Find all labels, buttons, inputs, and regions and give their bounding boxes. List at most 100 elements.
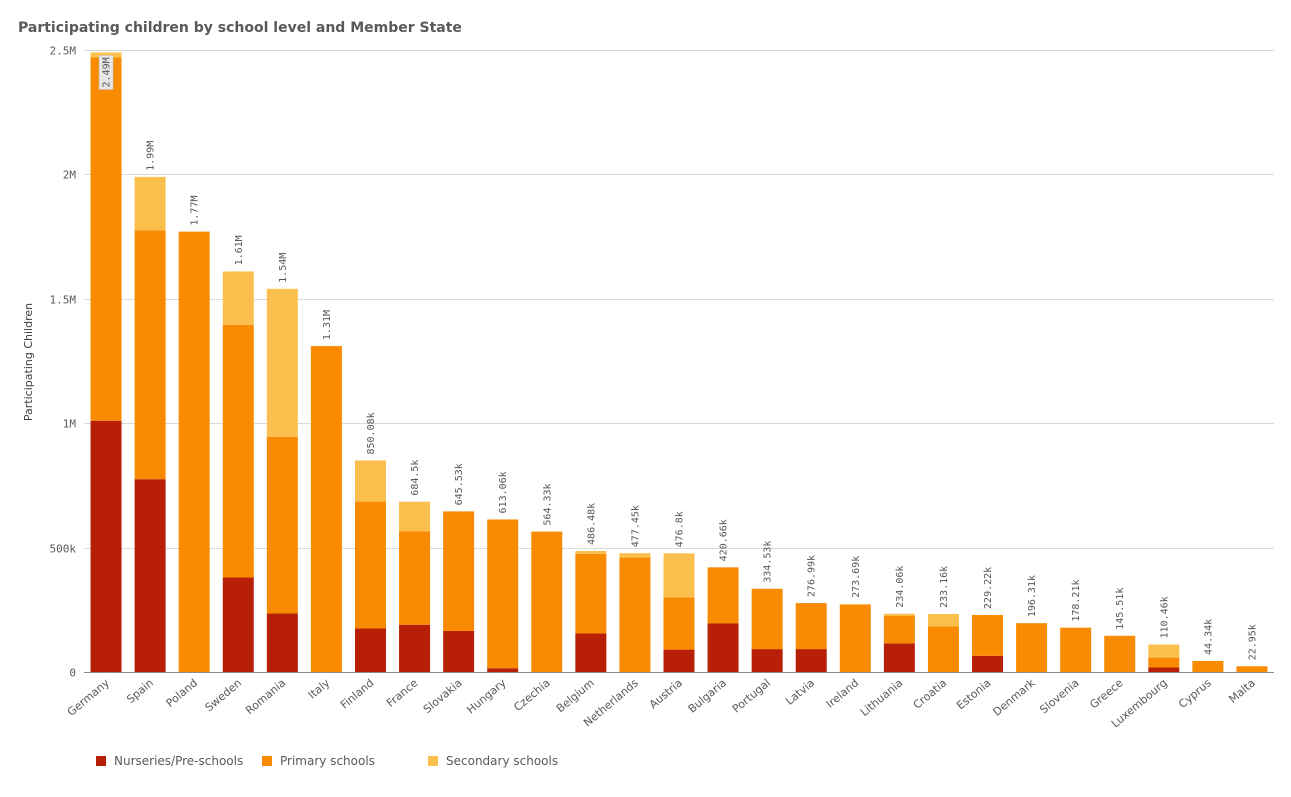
data-label: 1.77M [190, 196, 201, 226]
bar-segment [575, 550, 607, 554]
y-tick-label: 2M [63, 169, 77, 182]
bar-segment [222, 271, 254, 325]
bar-segment [839, 604, 871, 672]
bar-segment [178, 231, 210, 672]
bar-segment [1236, 666, 1268, 672]
data-label: 645.53k [454, 463, 465, 505]
data-label: 196.31k [1027, 575, 1038, 617]
data-label: 850.08k [366, 412, 377, 454]
data-label: 273.69k [851, 556, 862, 598]
x-tick-label: Slovenia [1037, 676, 1081, 716]
bar-segment [531, 531, 563, 672]
legend-swatch [428, 756, 438, 766]
chart-title: Participating children by school level a… [18, 20, 462, 36]
x-tick-label: Finland [338, 676, 376, 711]
bar-segment [1148, 657, 1180, 668]
x-tick-label: Slovakia [421, 676, 465, 716]
bar-segment [619, 557, 651, 672]
data-label: 22.95k [1247, 624, 1258, 660]
bar-segment [222, 577, 254, 672]
data-label: 44.34k [1203, 619, 1214, 655]
bar-segment [707, 623, 739, 672]
data-label: 110.46k [1159, 596, 1170, 638]
bar-segment [134, 176, 166, 231]
x-tick-label: Latvia [783, 676, 817, 707]
data-label: 334.53k [763, 541, 774, 583]
bar-segment [222, 324, 254, 578]
x-tick-label: Malta [1226, 676, 1258, 705]
legend: Nurseries/Pre-schools Primary schools Seco… [96, 754, 568, 768]
x-tick-label: Germany [65, 676, 112, 719]
bar-segment [751, 649, 783, 672]
data-label: 178.21k [1071, 580, 1082, 622]
data-label: 229.22k [983, 567, 994, 609]
bar-segment [927, 626, 959, 672]
data-label-background [98, 55, 114, 90]
x-tick-label: Ireland [824, 676, 862, 710]
legend-label: Nurseries/Pre-schools [114, 754, 244, 768]
legend-item[interactable]: Primary schools [262, 754, 428, 768]
bar-segment [354, 460, 386, 502]
data-label: 477.45k [630, 505, 641, 547]
legend-label: Secondary schools [446, 754, 559, 768]
bar-segment [354, 501, 386, 629]
data-label: 1.31M [322, 310, 333, 340]
bar-segment [707, 567, 739, 624]
data-label: 613.06k [498, 471, 509, 513]
x-tick-label: Italy [306, 676, 333, 702]
data-label: 233.16k [939, 566, 950, 608]
x-tick-label: Belgium [554, 676, 597, 715]
legend-swatch [96, 756, 106, 766]
bars [90, 52, 1268, 672]
bar-segment [883, 613, 915, 617]
x-tick-label: Denmark [990, 676, 1038, 719]
bar-segment [266, 436, 298, 614]
bar-segment [487, 668, 519, 672]
bar-segment [134, 230, 166, 480]
y-tick-label: 1.5M [50, 294, 77, 307]
data-label: 476.8k [675, 511, 686, 547]
data-labels: 2.49M 1.99M 1.77M 1.61M 1.54M 1.31M 850.08k 684… [98, 55, 1258, 660]
bar-segment [883, 643, 915, 672]
data-label: 276.99k [807, 555, 818, 597]
bar-segment [1148, 644, 1180, 658]
data-label: 564.33k [542, 483, 553, 525]
bar-segment [927, 613, 959, 627]
bar-segment [972, 655, 1004, 672]
bar-segment [266, 613, 298, 672]
bar-segment [90, 420, 122, 672]
data-label: 486.48k [586, 503, 597, 545]
x-tick-label: Bulgaria [686, 676, 729, 715]
x-tick-label: Portugal [730, 676, 773, 715]
bar-segment [134, 479, 166, 672]
bar-segment [575, 633, 607, 672]
data-label: 1.61M [234, 235, 245, 265]
bar-segment [399, 624, 431, 672]
x-tick-label: Austria [647, 676, 685, 711]
bar-segment [1016, 623, 1048, 672]
data-label: 1.54M [278, 253, 289, 283]
bar-segment [795, 603, 827, 650]
legend-item[interactable]: Secondary schools [428, 754, 568, 768]
bar-segment [1192, 660, 1224, 672]
data-label: 2.49M [102, 57, 113, 87]
data-label: 684.5k [410, 460, 421, 496]
y-tick-label: 1M [63, 418, 77, 431]
bar-segment [619, 553, 651, 558]
bar-segment [266, 288, 298, 437]
bar-segment [90, 57, 122, 421]
bar-segment [575, 553, 607, 634]
bar-segment [751, 588, 783, 650]
x-tick-label: Sweden [203, 676, 245, 714]
bar-segment [663, 597, 695, 650]
legend-item[interactable]: Nurseries/Pre-schools [96, 754, 262, 768]
y-tick-label: 0 [69, 667, 76, 680]
x-tick-label: Cyprus [1176, 676, 1214, 711]
bar-segment [443, 511, 475, 631]
bar-segment [443, 630, 475, 672]
x-tick-label: Romania [243, 676, 288, 717]
x-tick-label: Croatia [911, 676, 950, 711]
data-label: 145.51k [1115, 588, 1126, 630]
